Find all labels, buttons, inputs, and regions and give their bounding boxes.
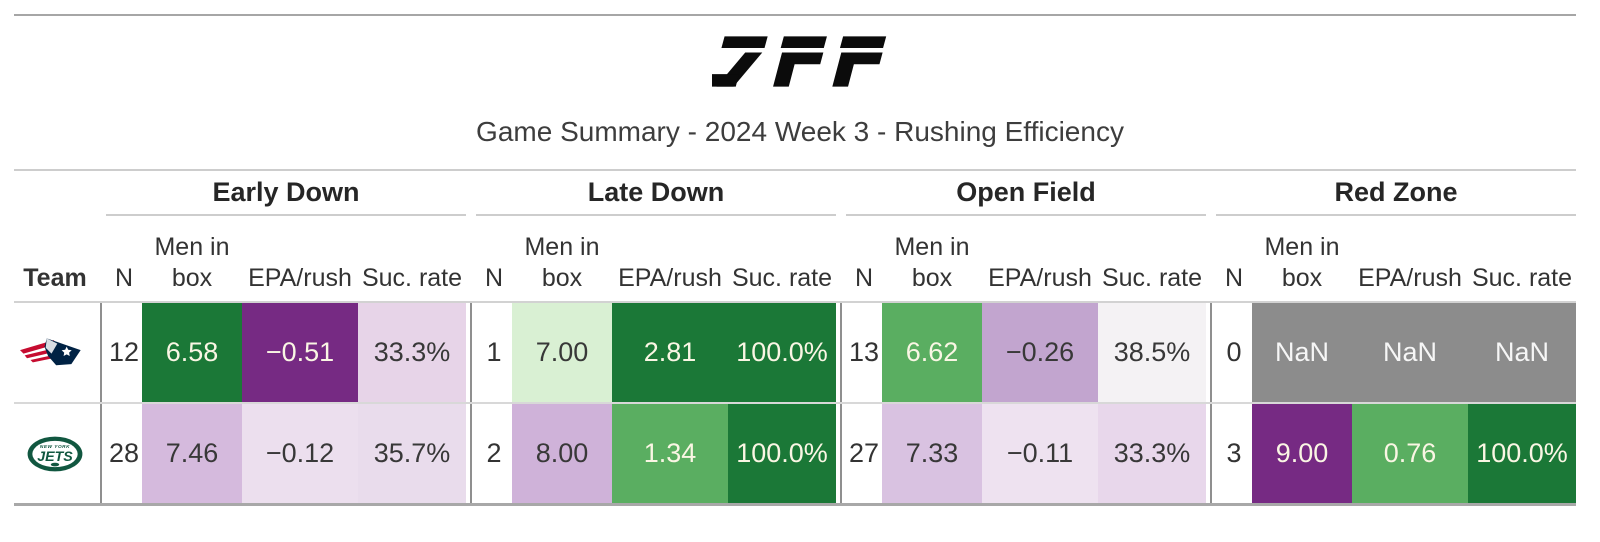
cell-men-in-box: NaN [1252, 303, 1352, 402]
cell-men-in-box: 9.00 [1252, 404, 1352, 503]
cell-suc-rate: 33.3% [1098, 404, 1206, 503]
cell-suc-rate: 35.7% [358, 404, 466, 503]
svg-text:NEW YORK: NEW YORK [40, 444, 70, 450]
group-header-red-zone: Red Zone [1216, 178, 1576, 216]
cell-suc-rate: 100.0% [728, 303, 836, 402]
cell-epa-rush: 1.34 [612, 404, 728, 503]
col-header-n: N [484, 264, 504, 292]
cell-n: 28 [108, 438, 140, 468]
pff-logo [0, 33, 1600, 90]
group-header-open-field: Open Field [846, 178, 1206, 216]
cell-epa-rush: NaN [1352, 303, 1468, 402]
cell-men-in-box: 7.33 [882, 404, 982, 503]
cell-men-in-box: 6.62 [882, 303, 982, 402]
cell-n: 12 [108, 337, 140, 367]
col-header-epa-rush: EPA/rush [1358, 264, 1462, 292]
cell-men-in-box: 7.46 [142, 404, 242, 503]
cell-n: 2 [486, 438, 502, 468]
cell-epa-rush: −0.11 [982, 404, 1098, 503]
col-header-n: N [114, 264, 134, 292]
svg-text:JETS: JETS [37, 448, 73, 464]
new-england-patriots-logo [20, 337, 81, 365]
table-row-patriots: 12 6.58 −0.51 33.3% 1 7.00 2.81 100.0% 1… [14, 303, 1576, 404]
cell-n: 1 [486, 337, 502, 367]
page-title: Game Summary - 2024 Week 3 - Rushing Eff… [476, 116, 1124, 147]
cell-suc-rate: 38.5% [1098, 303, 1206, 402]
pff-logo-icon [712, 36, 887, 87]
col-header-epa-rush: EPA/rush [618, 264, 722, 292]
group-header-early-down: Early Down [106, 178, 466, 216]
cell-n: 27 [848, 438, 880, 468]
cell-epa-rush: −0.26 [982, 303, 1098, 402]
cell-n: 13 [848, 337, 880, 367]
cell-suc-rate: 100.0% [1468, 404, 1576, 503]
bottom-rule [14, 503, 1576, 506]
col-header-epa-rush: EPA/rush [988, 264, 1092, 292]
top-rule [14, 14, 1576, 16]
cell-men-in-box: 6.58 [142, 303, 242, 402]
column-header-row: Team N Men in box EPA/rush Suc. rate N M… [14, 216, 1576, 303]
col-header-suc-rate: Suc. rate [1471, 264, 1573, 292]
cell-suc-rate: 100.0% [728, 404, 836, 503]
col-header-epa-rush: EPA/rush [248, 264, 352, 292]
cell-epa-rush: 0.76 [1352, 404, 1468, 503]
col-header-men-in-box: Men in box [524, 233, 600, 292]
table-row-jets: NEW YORK JETS 28 7.46 −0.12 35.7% 2 8.00… [14, 404, 1576, 503]
cell-n: 0 [1226, 337, 1242, 367]
col-header-suc-rate: Suc. rate [731, 264, 833, 292]
rushing-efficiency-table: Early Down Late Down Open Field Red Zone… [14, 169, 1576, 506]
cell-epa-rush: −0.12 [242, 404, 358, 503]
cell-epa-rush: 2.81 [612, 303, 728, 402]
group-header-row: Early Down Late Down Open Field Red Zone [14, 169, 1576, 216]
group-header-late-down: Late Down [476, 178, 836, 216]
cell-suc-rate: NaN [1468, 303, 1576, 402]
col-header-n: N [1224, 264, 1244, 292]
col-header-suc-rate: Suc. rate [1101, 264, 1203, 292]
col-header-men-in-box: Men in box [894, 233, 970, 292]
cell-suc-rate: 33.3% [358, 303, 466, 402]
cell-men-in-box: 7.00 [512, 303, 612, 402]
cell-epa-rush: −0.51 [242, 303, 358, 402]
col-header-suc-rate: Suc. rate [361, 264, 463, 292]
col-header-men-in-box: Men in box [1264, 233, 1340, 292]
new-york-jets-logo: NEW YORK JETS [27, 436, 83, 471]
cell-men-in-box: 8.00 [512, 404, 612, 503]
cell-n: 3 [1226, 438, 1242, 468]
col-header-n: N [854, 264, 874, 292]
col-header-men-in-box: Men in box [154, 233, 230, 292]
col-header-team: Team [23, 264, 87, 292]
